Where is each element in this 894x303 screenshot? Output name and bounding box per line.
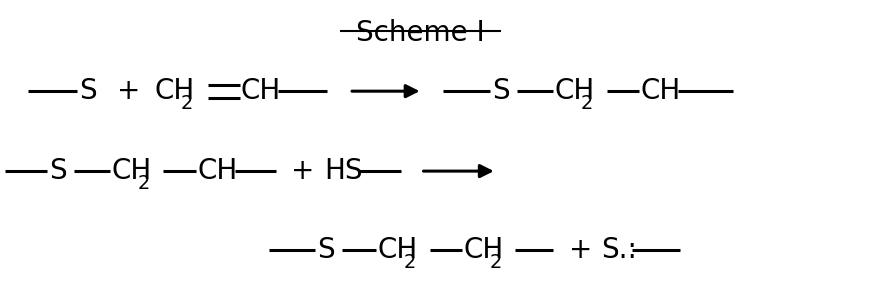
Text: S: S <box>80 77 97 105</box>
Text: HS: HS <box>324 157 362 185</box>
Text: S.:: S.: <box>601 235 637 264</box>
Text: S: S <box>49 157 66 185</box>
Text: 2: 2 <box>138 174 149 193</box>
Text: CH: CH <box>554 77 595 105</box>
Text: 2: 2 <box>403 253 416 272</box>
Text: 2: 2 <box>489 253 502 272</box>
Text: 2: 2 <box>580 94 593 113</box>
Text: +: + <box>117 77 140 105</box>
Text: +: + <box>569 235 592 264</box>
Text: S: S <box>492 77 510 105</box>
Text: Scheme I: Scheme I <box>356 19 485 47</box>
Text: CH: CH <box>240 77 280 105</box>
Text: CH: CH <box>112 157 152 185</box>
Text: CH: CH <box>377 235 417 264</box>
Text: S: S <box>316 235 334 264</box>
Text: 2: 2 <box>180 94 192 113</box>
Text: CH: CH <box>197 157 237 185</box>
Text: CH: CH <box>155 77 194 105</box>
Text: +: + <box>291 157 314 185</box>
Text: CH: CH <box>463 235 503 264</box>
Text: CH: CH <box>640 77 680 105</box>
